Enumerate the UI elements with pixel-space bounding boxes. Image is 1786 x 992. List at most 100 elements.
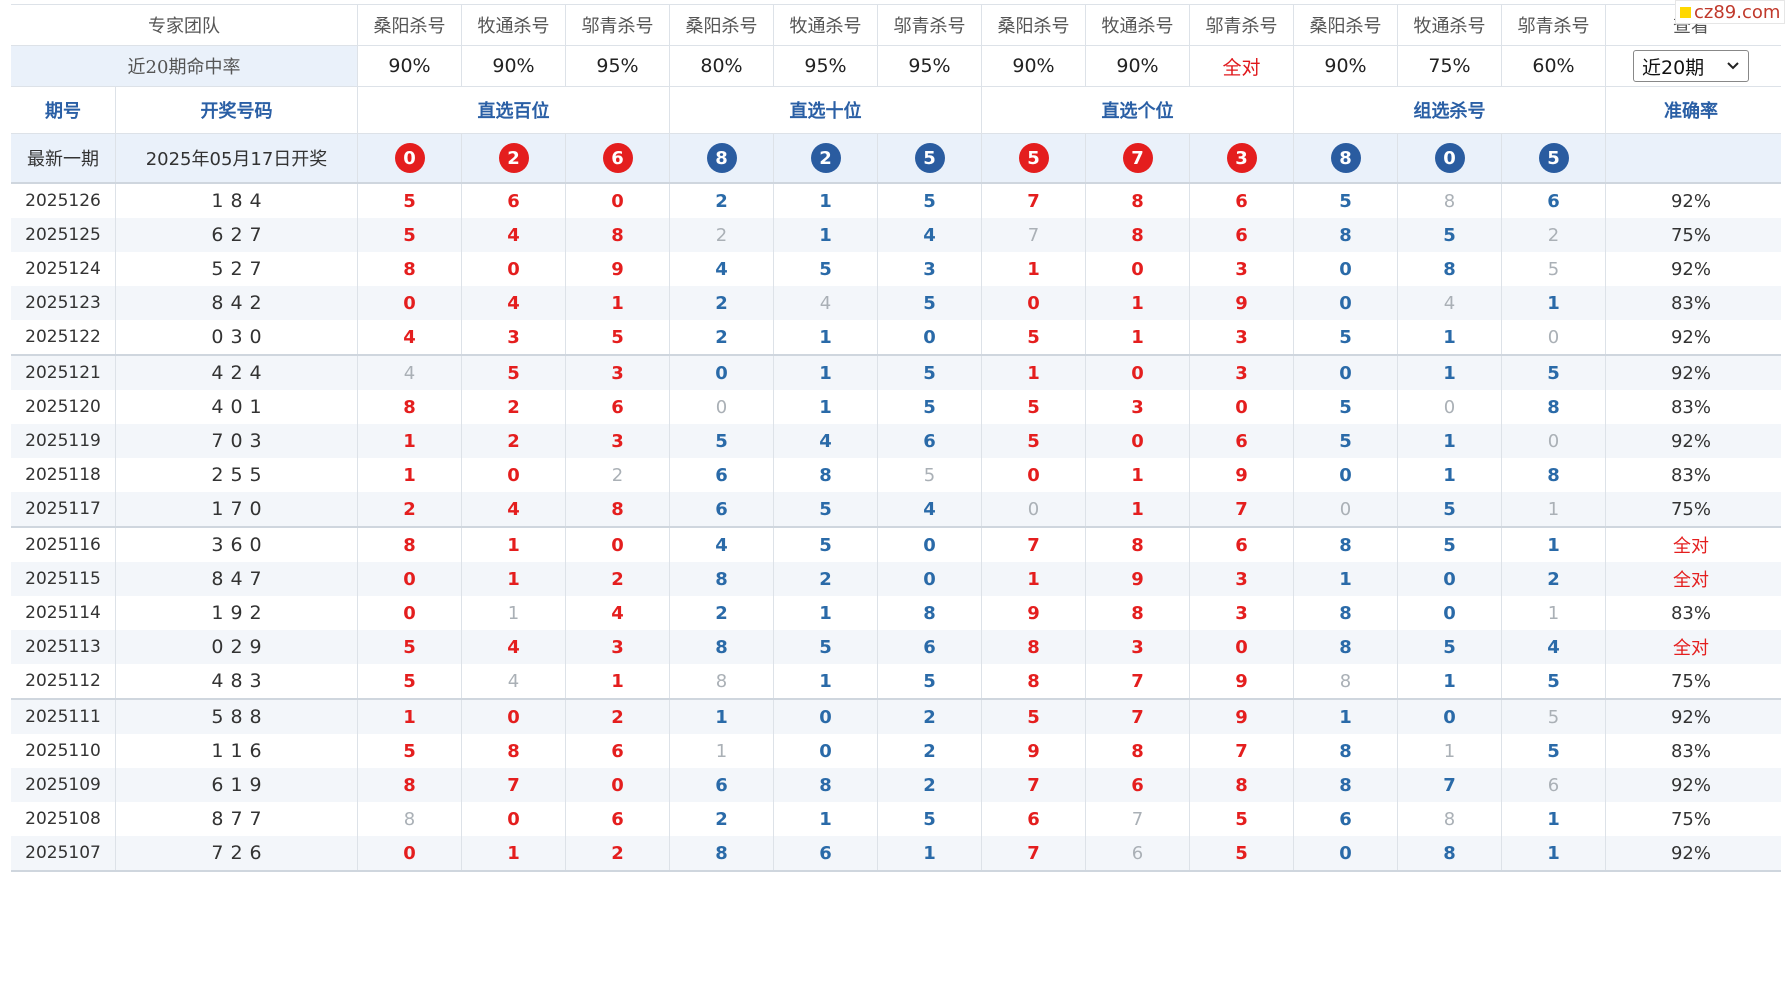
accuracy-column-header: 准确率 <box>1664 101 1718 122</box>
kill-number-cell: 1 <box>566 286 670 320</box>
kill-number: 1 <box>923 842 936 864</box>
expert-name: 邬青杀号 <box>1190 5 1294 45</box>
kill-number: 5 <box>1235 808 1248 830</box>
kill-number: 0 <box>507 706 520 728</box>
kill-number-cell: 5 <box>982 320 1086 354</box>
draw-number: 619 <box>116 768 358 802</box>
kill-number-cell: 8 <box>462 734 566 768</box>
kill-number: 4 <box>1547 636 1560 658</box>
period-select[interactable]: 近20期 <box>1633 50 1749 82</box>
kill-number-cell: 8 <box>982 630 1086 664</box>
hit-rate-value: 90% <box>358 46 462 86</box>
kill-number: 1 <box>403 706 416 728</box>
kill-number: 1 <box>507 602 520 624</box>
kill-number-cell: 4 <box>358 356 462 390</box>
kill-number-cell: 0 <box>462 802 566 836</box>
kill-number-cell: 4 <box>670 528 774 562</box>
expert-name: 邬青杀号 <box>1502 5 1606 45</box>
kill-number: 8 <box>403 534 416 556</box>
table-row: 2025119 703 1 2 3 5 4 6 5 0 6 5 1 0 92% <box>11 424 1781 458</box>
table-row: 2025114 192 0 1 4 2 1 8 9 8 3 8 0 1 83% <box>11 596 1781 630</box>
kill-number-cell: 6 <box>566 734 670 768</box>
group-header: 直选百位 <box>358 87 670 133</box>
kill-number: 6 <box>1547 774 1560 796</box>
kill-number-cell: 5 <box>358 218 462 252</box>
kill-number-cell: 0 <box>1398 562 1502 596</box>
kill-number: 0 <box>1443 602 1456 624</box>
kill-number-cell: 5 <box>982 700 1086 734</box>
kill-number-cell: 6 <box>1294 802 1398 836</box>
kill-number: 1 <box>1443 740 1456 762</box>
kill-number-cell: 7 <box>1190 492 1294 526</box>
kill-number: 8 <box>715 842 728 864</box>
kill-number: 9 <box>1235 706 1248 728</box>
kill-number-cell: 2 <box>670 320 774 354</box>
kill-number: 2 <box>923 706 936 728</box>
kill-number: 5 <box>715 430 728 452</box>
kill-number-cell: 3 <box>566 630 670 664</box>
kill-number: 0 <box>1339 498 1352 520</box>
kill-number: 8 <box>1131 602 1144 624</box>
kill-number-cell: 0 <box>1294 836 1398 870</box>
issue-number: 2025114 <box>11 596 116 630</box>
kill-number-cell: 2 <box>566 562 670 596</box>
kill-number: 5 <box>1443 224 1456 246</box>
kill-number: 4 <box>507 224 520 246</box>
table-row: 2025122 030 4 3 5 2 1 0 5 1 3 5 1 0 92% <box>11 320 1781 354</box>
kill-number-cell: 0 <box>358 562 462 596</box>
brand-square-icon <box>1680 6 1691 18</box>
kill-number-cell: 1 <box>1502 836 1606 870</box>
latest-number-cell: 8 <box>670 134 774 182</box>
table-row: 2025123 842 0 4 1 2 4 5 0 1 9 0 4 1 83% <box>11 286 1781 320</box>
number-ball: 2 <box>810 143 841 173</box>
kill-number: 1 <box>1131 498 1144 520</box>
table-row: 2025113 029 5 4 3 8 5 6 8 3 0 8 5 4 全对 <box>11 630 1781 664</box>
kill-number-cell: 1 <box>1294 562 1398 596</box>
kill-number-cell: 8 <box>1086 184 1190 218</box>
kill-number: 8 <box>507 740 520 762</box>
kill-number: 8 <box>1339 774 1352 796</box>
kill-number: 2 <box>715 292 728 314</box>
kill-number-cell: 1 <box>982 562 1086 596</box>
kill-number-cell: 8 <box>358 768 462 802</box>
kill-number-cell: 8 <box>670 836 774 870</box>
kill-number: 6 <box>1131 774 1144 796</box>
kill-number-cell: 1 <box>774 596 878 630</box>
kill-number: 5 <box>1547 258 1560 280</box>
kill-number-cell: 1 <box>1502 802 1606 836</box>
kill-number-cell: 6 <box>1190 424 1294 458</box>
kill-number-cell: 3 <box>462 320 566 354</box>
kill-number: 5 <box>1027 396 1040 418</box>
kill-number: 8 <box>403 396 416 418</box>
kill-number: 2 <box>1547 224 1560 246</box>
kill-number: 8 <box>1235 774 1248 796</box>
kill-number-cell: 2 <box>878 734 982 768</box>
kill-number: 6 <box>1235 224 1248 246</box>
number-ball: 8 <box>706 143 737 173</box>
kill-number: 7 <box>1443 774 1456 796</box>
kill-number: 5 <box>1339 430 1352 452</box>
kill-number: 7 <box>1027 534 1040 556</box>
kill-number: 0 <box>403 842 416 864</box>
accuracy-value: 83% <box>1670 740 1711 762</box>
kill-number: 0 <box>923 326 936 348</box>
kill-number-cell: 5 <box>1398 218 1502 252</box>
hit-rate-value: 80% <box>670 46 774 86</box>
kill-number-cell: 1 <box>462 596 566 630</box>
expert-name: 牧通杀号 <box>462 5 566 45</box>
kill-number-cell: 1 <box>1086 458 1190 492</box>
kill-number: 1 <box>1027 568 1040 590</box>
kill-number: 5 <box>403 670 416 692</box>
kill-number-cell: 8 <box>1294 596 1398 630</box>
kill-number: 1 <box>819 326 832 348</box>
kill-number-cell: 1 <box>1398 320 1502 354</box>
kill-number: 2 <box>923 774 936 796</box>
kill-number: 7 <box>1027 224 1040 246</box>
kill-number: 0 <box>1443 396 1456 418</box>
kill-number-cell: 9 <box>1190 664 1294 698</box>
kill-number: 8 <box>923 602 936 624</box>
kill-number: 4 <box>403 326 416 348</box>
kill-number-cell: 2 <box>566 458 670 492</box>
kill-number-cell: 0 <box>1294 252 1398 286</box>
brand-badge[interactable]: cz89.com <box>1675 0 1786 24</box>
